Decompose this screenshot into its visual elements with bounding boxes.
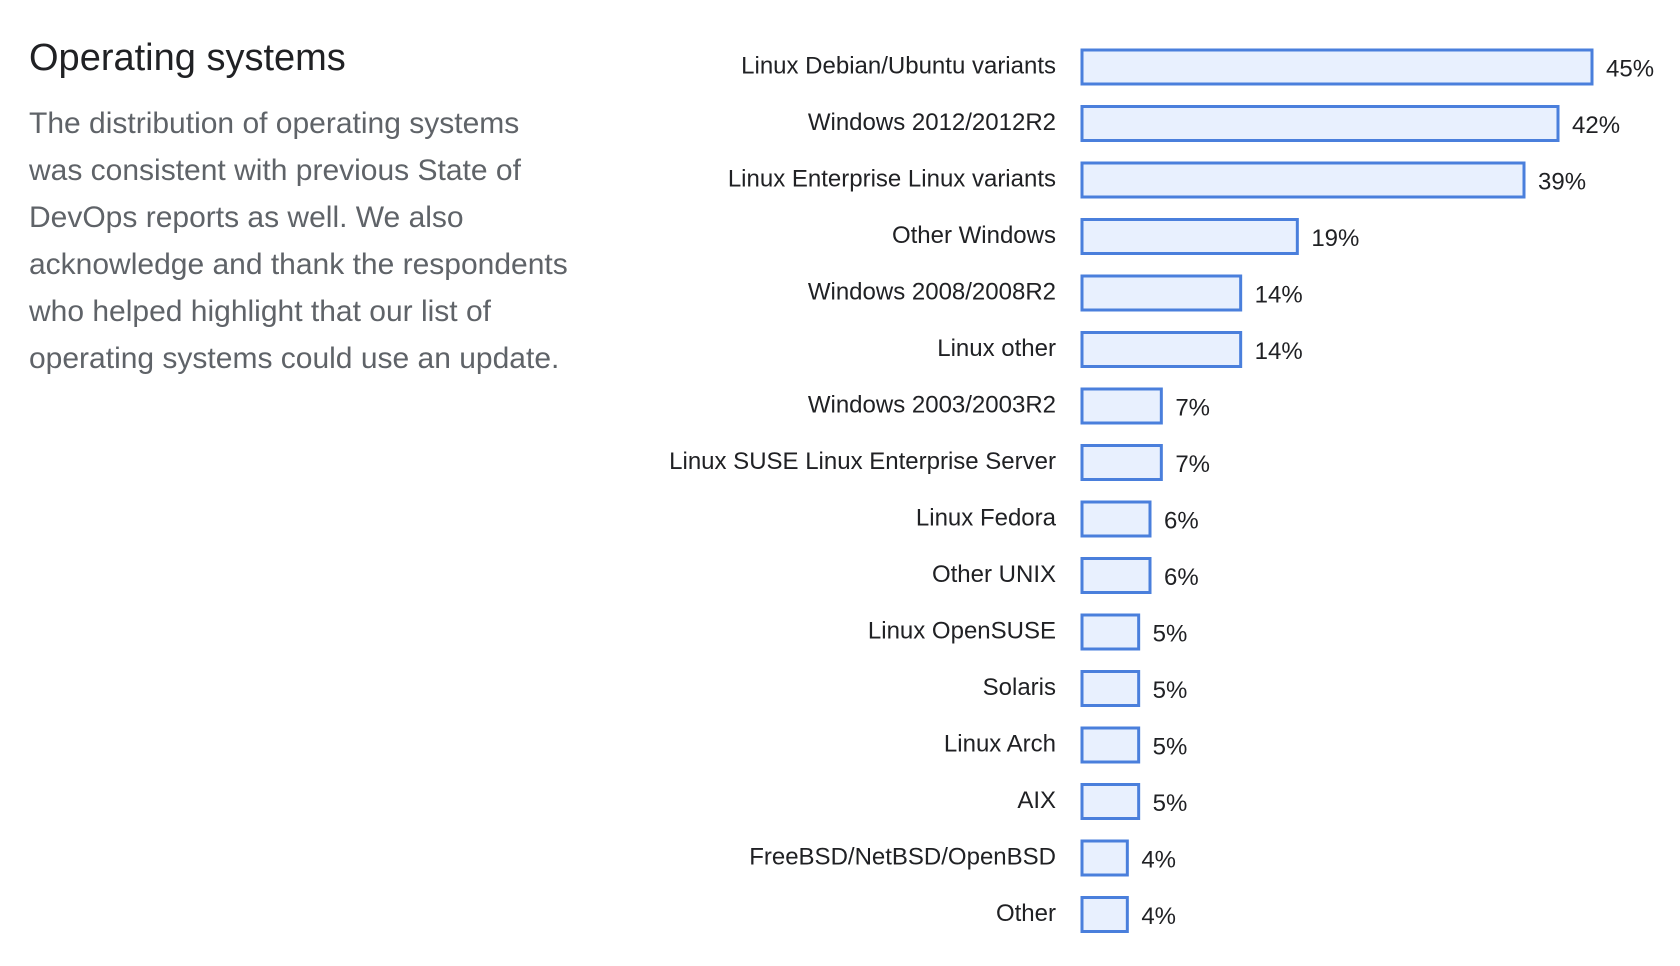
value-label: 14%: [1255, 281, 1303, 308]
bar: [1080, 331, 1243, 368]
category-label: Linux Fedora: [916, 504, 1057, 531]
category-label: Windows 2012/2012R2: [808, 109, 1056, 136]
value-label: 4%: [1141, 903, 1176, 930]
category-label: Linux SUSE Linux Enterprise Server: [669, 448, 1056, 475]
description-text: The distribution of operating systems wa…: [29, 106, 568, 375]
category-label: Other UNIX: [932, 561, 1056, 588]
bar: [1080, 161, 1526, 199]
bar: [1080, 218, 1299, 255]
page-title: Operating systems: [29, 37, 346, 79]
bar: [1080, 274, 1243, 312]
bar: [1080, 105, 1560, 142]
bar: [1080, 670, 1141, 707]
category-label: Other Windows: [892, 222, 1056, 249]
value-label: 19%: [1311, 225, 1359, 252]
bar: [1080, 896, 1129, 933]
category-label: Linux Arch: [944, 730, 1056, 757]
bar: [1080, 557, 1152, 594]
value-label: 45%: [1606, 55, 1654, 82]
bar: [1080, 444, 1163, 481]
bars-layer: Linux Debian/Ubuntu variants 45% Windows 2…: [669, 48, 1654, 933]
bar: [1080, 613, 1141, 651]
category-label: Windows 2003/2003R2: [808, 391, 1056, 418]
value-label: 6%: [1164, 564, 1199, 591]
value-label: 5%: [1153, 733, 1188, 760]
bar: [1080, 48, 1594, 86]
category-label: FreeBSD/NetBSD/OpenBSD: [749, 843, 1056, 870]
bar: [1080, 783, 1141, 820]
value-label: 7%: [1175, 394, 1210, 421]
category-label: Linux Enterprise Linux variants: [728, 165, 1056, 192]
intro-section: Operating systems The distribution of op…: [29, 37, 589, 382]
value-label: 6%: [1164, 507, 1199, 534]
bar: [1080, 387, 1163, 425]
category-label: AIX: [1017, 787, 1056, 814]
value-label: 39%: [1538, 168, 1586, 195]
bar: [1080, 726, 1141, 764]
category-label: Solaris: [983, 674, 1056, 701]
category-label: Windows 2008/2008R2: [808, 278, 1056, 305]
value-label: 5%: [1153, 790, 1188, 817]
category-label: Other: [996, 900, 1056, 927]
value-label: 7%: [1175, 451, 1210, 478]
value-label: 14%: [1255, 338, 1303, 365]
bar: [1080, 839, 1129, 877]
value-label: 4%: [1141, 846, 1176, 873]
category-label: Linux OpenSUSE: [868, 617, 1056, 644]
bar: [1080, 500, 1152, 538]
category-label: Linux other: [937, 335, 1056, 362]
value-label: 5%: [1153, 620, 1188, 647]
value-label: 5%: [1153, 677, 1188, 704]
value-label: 42%: [1572, 112, 1620, 139]
category-label: Linux Debian/Ubuntu variants: [741, 52, 1056, 79]
